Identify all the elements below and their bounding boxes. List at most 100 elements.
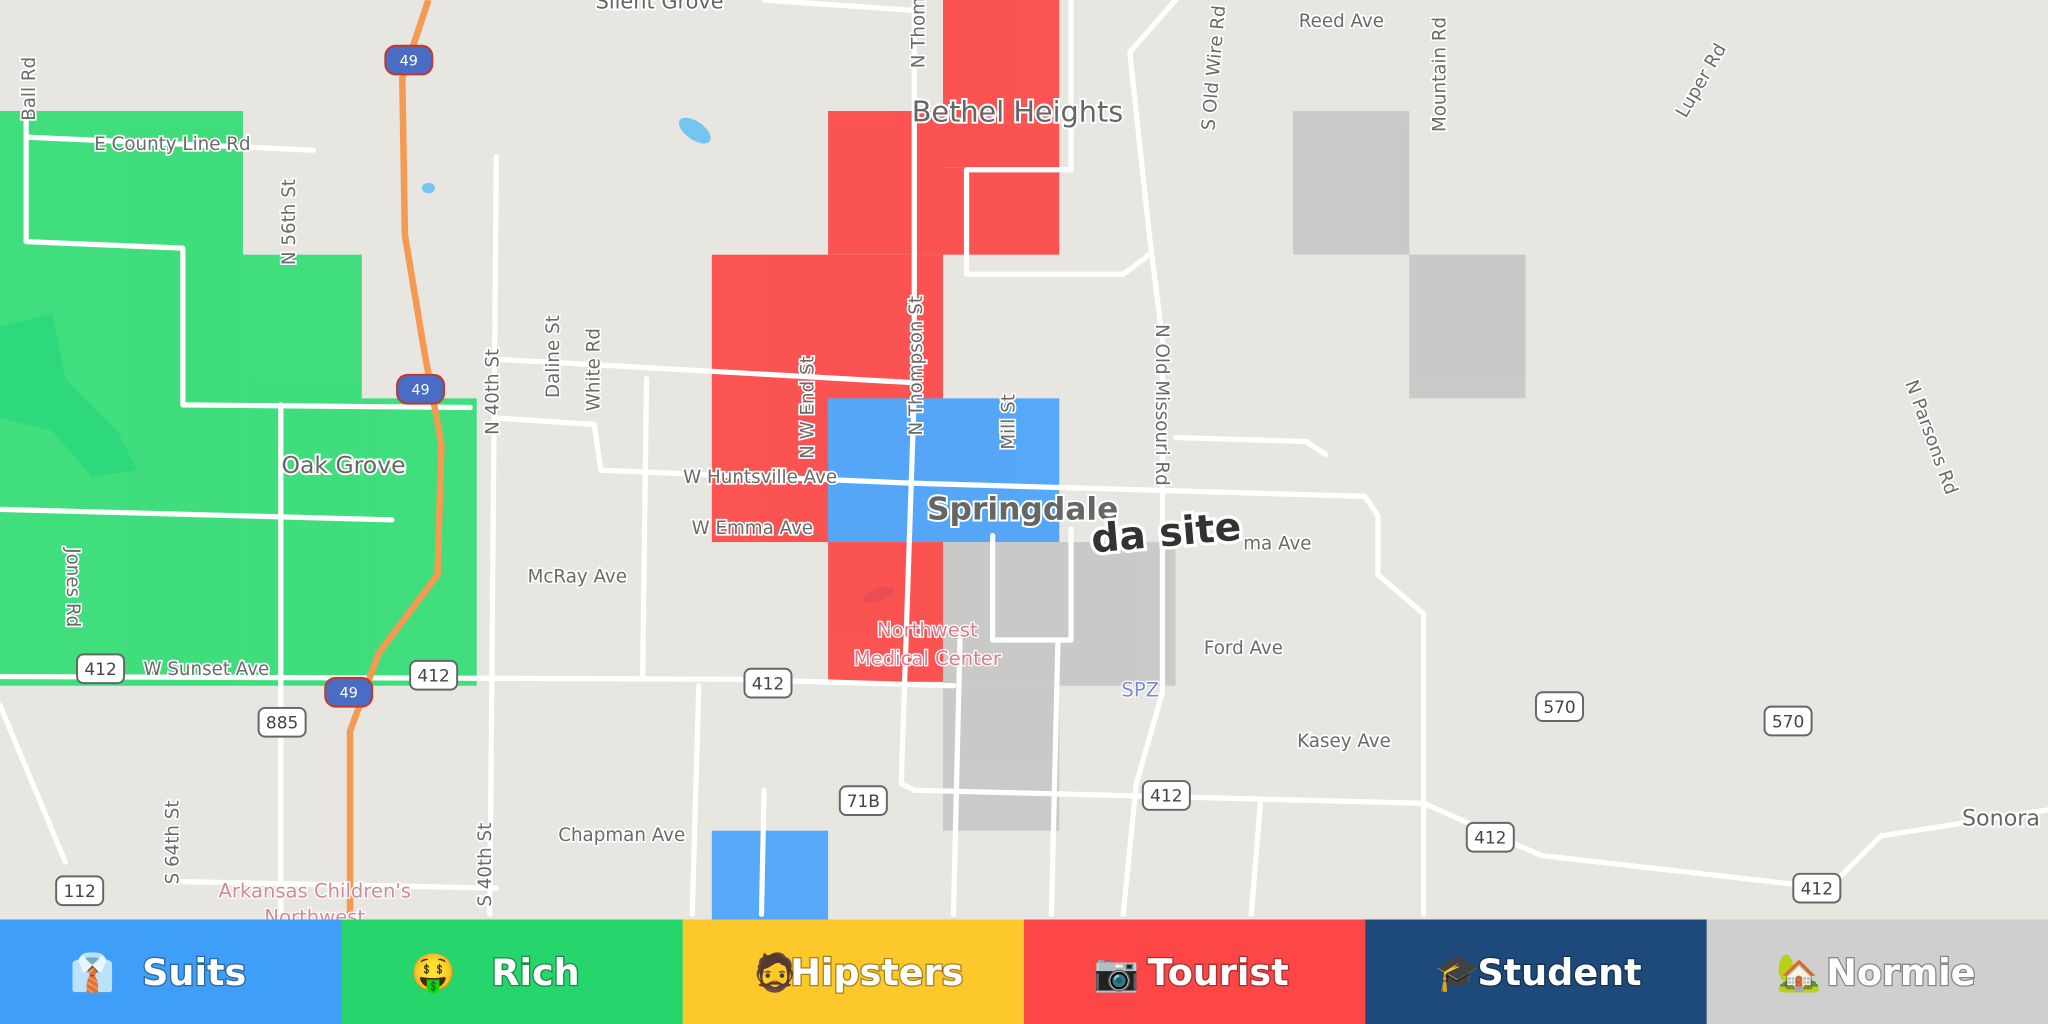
shield-background [396,373,446,405]
road-label: N 56th St [279,179,300,265]
shield-background [743,667,793,699]
shield-label: 49 [400,53,418,69]
shield-label: 412 [1150,787,1182,807]
road-label: Reed Ave [1299,11,1384,32]
road-shield: 412 [1792,872,1842,904]
shield-background [384,44,434,76]
shield-background [409,659,459,691]
legend-label: Rich [491,951,579,994]
road-shield: 49 [324,676,374,708]
shield-background [257,706,307,738]
legend-label: Student [1477,951,1641,994]
road-label: Ford Ave [1204,638,1283,659]
shield-label: 412 [1474,829,1506,849]
legend-item[interactable]: 🎓Student [1365,919,1708,1024]
road-shield: 412 [409,659,459,691]
road-label: Kasey Ave [1297,731,1391,752]
legend-item[interactable]: 👔 Suits [0,919,343,1024]
poi-label: Arkansas Children's [219,880,412,903]
road-label: N Old Missouri Rd [1151,324,1172,486]
shield-background [1141,780,1191,811]
shield-background [838,785,888,816]
shield-label: 570 [1543,698,1575,718]
shield-label: 570 [1772,712,1804,732]
shield-label: 412 [84,660,116,680]
road-shield: 49 [384,44,434,76]
legend-swatch [0,919,343,1024]
legend-bar: 👔 Suits 🤑 Rich 🧔Hipsters 📷 Tourist 🎓Student 🏡 Nor… [0,919,2048,1024]
legend-label: Hipsters [790,951,963,994]
shield-label: 112 [63,882,95,902]
shield-background [1465,821,1515,853]
shield-background [1535,691,1584,722]
shield-background [76,653,126,685]
legend-label: Suits [142,951,246,994]
road-shield: 71B [838,785,888,816]
road-label: Mountain Rd [1430,17,1451,132]
road-label: White Rd [583,328,604,411]
legend-icon: 👔 [70,951,116,994]
road-label: N Thompson St [906,296,927,436]
legend-item[interactable]: 📷 Tourist [1024,919,1367,1024]
road-label: McRay Ave [528,566,627,587]
shield-label: 49 [411,383,429,399]
shield-background [1792,872,1842,904]
road-shield: 412 [1465,821,1515,853]
road-shield: 570 [1763,705,1813,737]
shield-label: 412 [417,667,449,687]
legend-label: Normie [1826,951,1975,994]
legend-swatch [682,919,1026,1024]
annotation-label: da site [1089,505,1243,563]
road-shield: 112 [55,875,105,907]
legend-icon: 🎓 [1435,951,1481,994]
road-label: S 64th St [163,800,184,884]
road-shield: 570 [1535,691,1584,722]
road-label: N 40th St [483,349,504,435]
shield-label: 412 [1801,879,1833,899]
place-label: Oak Grove [281,451,405,479]
legend-swatch [1365,919,1708,1024]
road-label: N Thom [909,0,930,68]
road-label: W Emma Ave [692,518,813,539]
rich-zone [0,111,477,686]
poi-label: Medical Center [854,647,1002,670]
legend-item[interactable]: 🏡 Normie [1706,919,2048,1024]
legend-icon: 📷 [1094,951,1140,994]
legend-swatch [341,919,684,1024]
legend-icon: 🧔 [752,950,798,994]
shield-label: 49 [340,686,358,702]
road-shield: 412 [1141,780,1191,811]
shield-background [55,875,105,907]
shield-label: 412 [752,674,784,694]
road-label: N W End St [797,356,818,459]
road-label: Ball Rd [19,57,40,121]
legend-swatch [1706,919,2048,1024]
roads [0,0,2048,920]
road-shield: 49 [396,373,446,405]
normie-zone [943,111,1526,831]
suits-zone [711,398,1060,920]
road-shield: 412 [743,667,793,699]
legend-icon: 🤑 [411,951,457,995]
road-label: Mill St [999,394,1020,450]
road-label: S 40th St [475,823,496,907]
place-label: Sonora [1962,805,2040,831]
shield-background [1763,705,1813,737]
road-label: ma Ave [1243,534,1311,555]
road-label: W Huntsville Ave [683,467,837,488]
place-label: Bethel Heights [912,95,1124,129]
tourist-zone [711,0,1060,682]
road-shield: 885 [257,706,307,738]
road-label: Chapman Ave [558,825,685,846]
road-label: E County Line Rd [94,134,250,155]
legend-swatch [1024,919,1367,1024]
shield-label: 71B [847,792,880,812]
neighborhood-zones [0,0,1526,920]
legend-item[interactable]: 🧔Hipsters [682,919,1026,1024]
legend-item[interactable]: 🤑 Rich [341,919,684,1024]
legend-icon: 🏡 [1776,951,1822,994]
poi-label: SPZ [1121,678,1159,701]
poi-label: Northwest [877,618,978,641]
legend-label: Tourist [1148,951,1289,994]
